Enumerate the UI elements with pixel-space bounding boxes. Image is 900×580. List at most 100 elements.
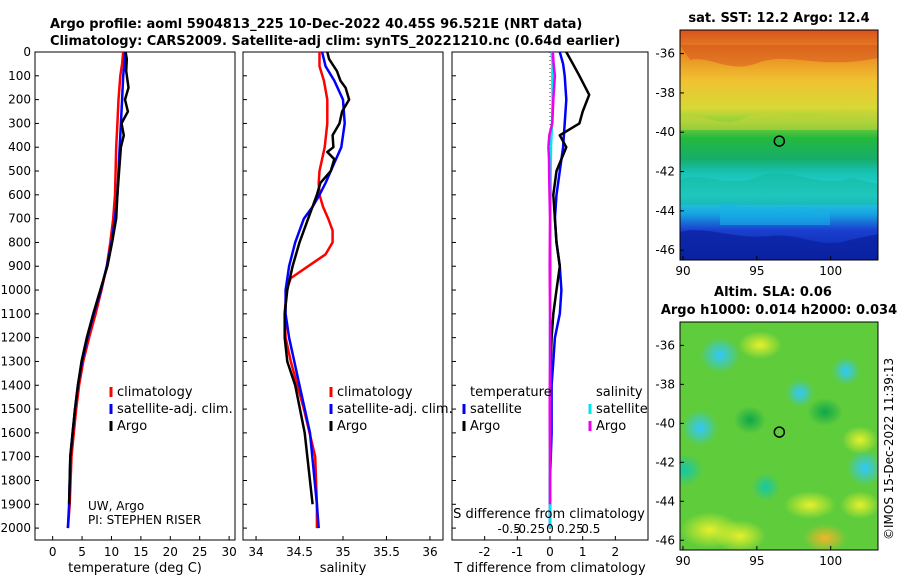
salinity-line-climatology bbox=[283, 52, 334, 529]
salinity-difference-tick: 0.5 bbox=[581, 522, 600, 536]
temperature-frame bbox=[34, 51, 236, 541]
sst-heatmap bbox=[680, 30, 878, 260]
temperature-x-tick-label: 30 bbox=[221, 545, 236, 559]
difference-series bbox=[547, 52, 591, 529]
temperature-series bbox=[66, 52, 130, 529]
legend-temperature-item: satellite bbox=[470, 402, 522, 417]
map-lat-tick-label: -42 bbox=[655, 455, 675, 469]
pi-credit: PI: STEPHEN RISER bbox=[88, 513, 201, 527]
difference-line-t-argo bbox=[548, 52, 591, 505]
depth-tick-label: 1800 bbox=[0, 473, 31, 487]
depth-tick-label: 1100 bbox=[0, 307, 31, 321]
imos-credit: ©IMOS 15-Dec-2022 11:39:13 bbox=[882, 358, 896, 540]
map-lat-tick-label: -36 bbox=[655, 47, 675, 61]
depth-tick-label: 2000 bbox=[0, 521, 31, 535]
institution-credit: UW, Argo bbox=[88, 499, 144, 513]
depth-tick-label: 1500 bbox=[0, 402, 31, 416]
map-lon-tick-label: 100 bbox=[819, 264, 842, 278]
legend-label: Argo bbox=[117, 419, 147, 434]
map-lat-tick-label: -36 bbox=[655, 338, 675, 352]
difference-x-tick-label: -2 bbox=[479, 545, 491, 559]
map-lat-tick-label: -38 bbox=[655, 86, 675, 100]
legend-temperature-title: temperature bbox=[470, 385, 552, 400]
map-lon-tick-label: 95 bbox=[749, 264, 764, 278]
salinity-x-tick-label: 34.5 bbox=[286, 545, 313, 559]
legend-salinity-title: salinity bbox=[596, 385, 643, 400]
depth-tick-label: 400 bbox=[8, 140, 31, 154]
salinity-difference-tick: 0.25 bbox=[557, 522, 584, 536]
depth-tick-label: 0 bbox=[23, 45, 31, 59]
legend-salinity-item: satellite bbox=[596, 402, 648, 417]
map-lat-tick-label: -46 bbox=[655, 243, 675, 257]
depth-tick-label: 1900 bbox=[0, 497, 31, 511]
map-lon-tick-label: 95 bbox=[749, 554, 764, 568]
salinity-line-argo bbox=[283, 52, 351, 505]
legend-label: climatology bbox=[337, 385, 413, 400]
depth-tick-label: 300 bbox=[8, 116, 31, 130]
temperature-panel: 0 5 10 15 20 25 30 temperature (deg C) 0 100 200 30… bbox=[0, 45, 236, 576]
legend-label: satellite-adj. clim. bbox=[117, 402, 233, 417]
salinity-x-tick-label: 36 bbox=[422, 545, 437, 559]
salinity-difference-label: S difference from climatology bbox=[453, 507, 645, 522]
temperature-x-axis-label: temperature (deg C) bbox=[68, 561, 202, 576]
depth-tick-label: 100 bbox=[8, 69, 31, 83]
legend-label: satellite-adj. clim. bbox=[337, 402, 453, 417]
depth-tick-label: 500 bbox=[8, 164, 31, 178]
map-lon-tick-label: 100 bbox=[819, 554, 842, 568]
temperature-x-tick-label: 20 bbox=[163, 545, 178, 559]
temperature-x-tick-label: 25 bbox=[192, 545, 207, 559]
difference-x-tick-label: -1 bbox=[511, 545, 523, 559]
salinity-x-tick-label: 34 bbox=[248, 545, 263, 559]
map-lat-tick-label: -46 bbox=[655, 533, 675, 547]
legend-salinity-item: Argo bbox=[596, 419, 626, 434]
map-lon-tick-label: 90 bbox=[675, 554, 690, 568]
sla-heatmap bbox=[680, 322, 878, 550]
sla-axes: 90 95 100 -36 -38 -40 -42 -44 -46 bbox=[655, 338, 842, 568]
salinity-difference-tick: -0.5 bbox=[497, 522, 520, 536]
sst-axes: 90 95 100 -36 -38 -40 -42 -44 -46 bbox=[655, 47, 842, 278]
difference-x-tick-label: 1 bbox=[579, 545, 587, 559]
legend-temperature-item: Argo bbox=[470, 419, 500, 434]
map-lat-tick-label: -44 bbox=[655, 204, 675, 218]
salinity-panel: 34 34.5 35 35.5 36 salinity climatology satelli… bbox=[242, 51, 453, 576]
depth-tick-label: 700 bbox=[8, 212, 31, 226]
depth-tick-label: 800 bbox=[8, 235, 31, 249]
salinity-difference-tick: 0 bbox=[546, 522, 554, 536]
difference-x-tick-label: 2 bbox=[612, 545, 620, 559]
depth-tick-label: 1200 bbox=[0, 331, 31, 345]
map-lon-tick-label: 90 bbox=[675, 264, 690, 278]
argo-location-marker-sst bbox=[773, 135, 786, 147]
legend-label: climatology bbox=[117, 385, 193, 400]
difference-panel: -2 -1 0 1 2 T difference from climatology temp… bbox=[451, 51, 649, 576]
sla-map-title-line2: Argo h1000: 0.014 h2000: 0.034 bbox=[661, 303, 897, 318]
depth-tick-label: 1600 bbox=[0, 426, 31, 440]
sst-map-title: sat. SST: 12.2 Argo: 12.4 bbox=[688, 11, 869, 26]
depth-tick-label: 1700 bbox=[0, 450, 31, 464]
depth-tick-label: 900 bbox=[8, 259, 31, 273]
argo-location-marker-sla bbox=[773, 426, 786, 438]
figure-title-line2: Climatology: CARS2009. Satellite-adj cli… bbox=[50, 34, 620, 49]
temperature-x-tick-label: 5 bbox=[78, 545, 86, 559]
map-lat-tick-label: -40 bbox=[655, 125, 675, 139]
depth-tick-label: 1300 bbox=[0, 354, 31, 368]
salinity-difference-tick: -0.25 bbox=[514, 522, 545, 536]
salinity-frame bbox=[242, 51, 444, 541]
depth-tick-label: 1400 bbox=[0, 378, 31, 392]
map-lat-tick-label: -40 bbox=[655, 416, 675, 430]
salinity-x-tick-label: 35 bbox=[335, 545, 350, 559]
depth-tick-label: 600 bbox=[8, 188, 31, 202]
difference-x-axis-label: T difference from climatology bbox=[453, 561, 646, 576]
legend-label: Argo bbox=[337, 419, 367, 434]
temperature-x-tick-label: 15 bbox=[133, 545, 148, 559]
figure-title-line1: Argo profile: aoml 5904813_225 10-Dec-20… bbox=[50, 17, 582, 32]
sla-map-title-line1: Altim. SLA: 0.06 bbox=[714, 285, 832, 300]
salinity-x-axis-label: salinity bbox=[320, 561, 367, 576]
temperature-x-tick-label: 10 bbox=[104, 545, 119, 559]
difference-line-s-argo bbox=[547, 52, 557, 505]
map-lat-tick-label: -44 bbox=[655, 494, 675, 508]
map-lat-tick-label: -38 bbox=[655, 377, 675, 391]
salinity-series bbox=[283, 52, 351, 529]
salinity-x-tick-label: 35.5 bbox=[373, 545, 400, 559]
temperature-line-argo bbox=[67, 52, 130, 505]
